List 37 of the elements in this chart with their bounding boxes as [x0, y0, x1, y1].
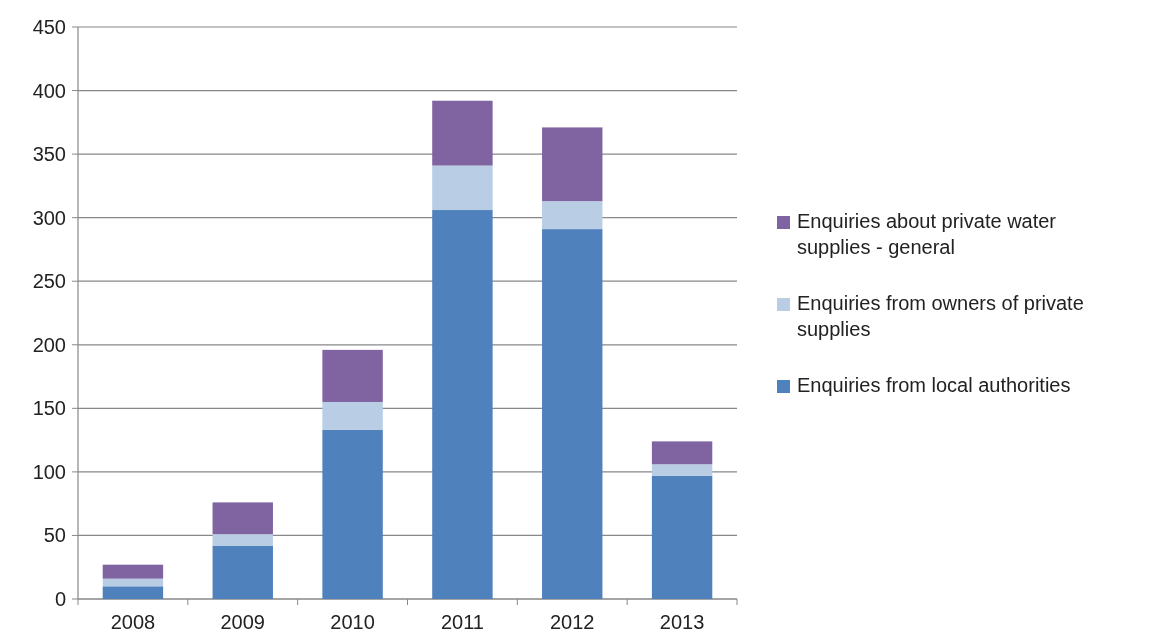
- y-tick-label: 150: [32, 397, 66, 420]
- bar: [212, 545, 273, 599]
- x-tick-label: 2013: [659, 611, 705, 633]
- y-tick-label: 300: [32, 206, 66, 229]
- bar: [651, 441, 713, 465]
- x-tick-label: 2009: [220, 611, 265, 633]
- x-tick-label: 2008: [110, 611, 156, 633]
- legend-label: Enquiries from local authorities: [797, 374, 1071, 396]
- bar: [102, 578, 164, 587]
- bar: [542, 201, 603, 230]
- legend-label: Enquiries from owners of private supplies: [797, 292, 1084, 340]
- y-tick-label: 0: [54, 588, 66, 610]
- x-tick-label: 2010: [330, 611, 375, 633]
- legend-label: Enquiries about private water supplies - general: [797, 210, 1057, 258]
- y-tick-label: 50: [43, 524, 66, 547]
- bar: [432, 165, 493, 211]
- x-tick-label: 2012: [550, 611, 595, 633]
- bar: [542, 229, 603, 599]
- bar: [542, 127, 603, 202]
- bar: [102, 564, 164, 579]
- x-tick-label: 2011: [440, 611, 484, 633]
- bar: [651, 475, 713, 599]
- bar: [432, 100, 493, 166]
- bar: [322, 349, 383, 402]
- y-tick-label: 100: [32, 460, 66, 483]
- bar: [212, 502, 273, 535]
- bar: [322, 429, 383, 599]
- y-tick-label: 400: [32, 79, 66, 102]
- y-tick-label: 350: [32, 143, 66, 166]
- y-tick-label: 200: [32, 333, 66, 356]
- y-tick-label: 250: [32, 270, 66, 293]
- bar: [651, 464, 713, 476]
- y-tick-label: 450: [32, 16, 66, 38]
- bar: [322, 401, 383, 430]
- bar: [432, 210, 493, 599]
- bar: [212, 534, 273, 546]
- bar: [102, 586, 164, 599]
